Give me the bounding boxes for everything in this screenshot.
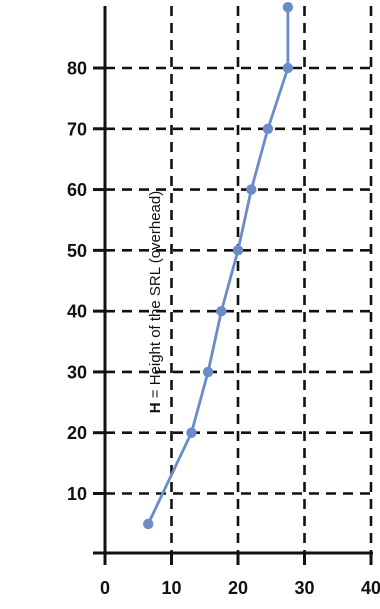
x-tick-label-10: 10 <box>161 578 181 598</box>
y-axis-label: H = Height of the SRL (overhead) <box>147 191 164 414</box>
data-point-4 <box>232 245 244 256</box>
y-axis-label-symbol: H <box>147 402 164 413</box>
y-tick-label-70: 70 <box>67 119 87 139</box>
x-tick-label-0: 0 <box>100 578 110 598</box>
data-point-7 <box>282 62 294 74</box>
y-axis-label-text: = Height of the SRL (overhead) <box>147 191 164 403</box>
data-point-0 <box>143 518 154 530</box>
data-point-6 <box>262 123 274 134</box>
data-point-1 <box>186 427 197 438</box>
y-tick-label-20: 20 <box>67 423 87 443</box>
y-tick-label-80: 80 <box>67 59 87 79</box>
data-point-8 <box>282 2 294 13</box>
axes <box>93 6 373 565</box>
data-point-5 <box>246 184 257 195</box>
y-tick-label-60: 60 <box>67 180 87 200</box>
y-tick-label-30: 30 <box>67 362 87 382</box>
y-tick-label-50: 50 <box>67 241 87 261</box>
y-tick-label-40: 40 <box>67 302 87 322</box>
data-point-2 <box>202 366 214 378</box>
grid <box>105 6 373 553</box>
y-tick-label-10: 10 <box>67 484 87 504</box>
x-tick-label-30: 30 <box>294 578 314 598</box>
data-point-3 <box>216 305 227 317</box>
x-tick-label-20: 20 <box>228 578 248 598</box>
series <box>143 2 294 530</box>
x-tick-label-40: 40 <box>361 578 380 598</box>
tick-labels: 10 20 30 40 50 60 70 80 0 10 20 30 40 <box>67 59 380 599</box>
series-line-0 <box>146 5 290 526</box>
